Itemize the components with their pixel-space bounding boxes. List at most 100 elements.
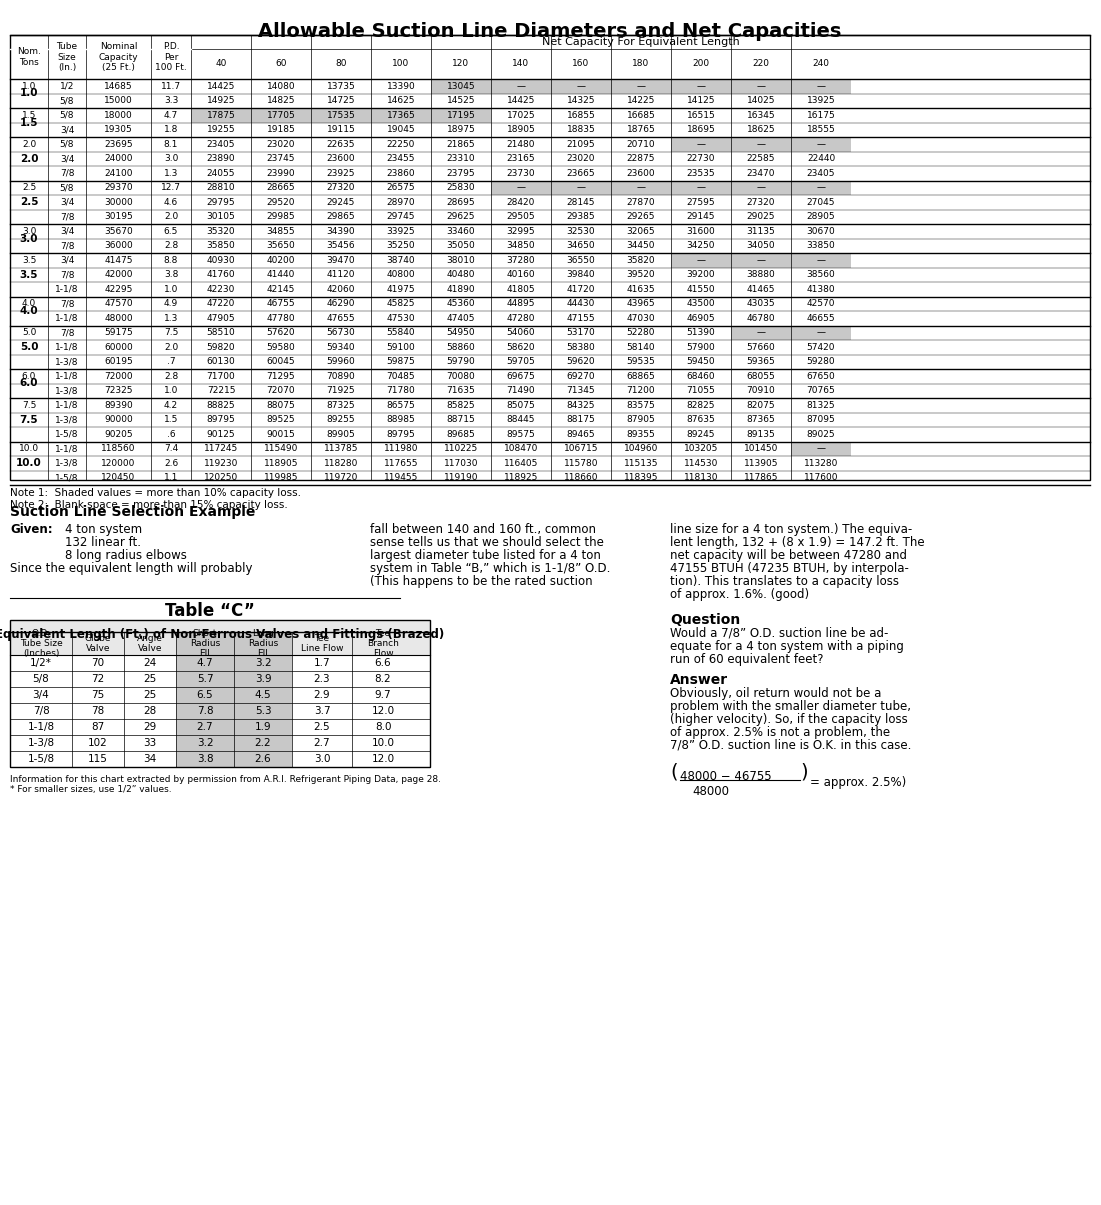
Text: Information for this chart extracted by permission from A.R.I. Refrigerant Pipin: Information for this chart extracted by … bbox=[10, 775, 442, 784]
Text: 59790: 59790 bbox=[447, 357, 476, 366]
Text: 1-3/8: 1-3/8 bbox=[55, 357, 79, 366]
Text: 38880: 38880 bbox=[746, 270, 775, 280]
Text: 17025: 17025 bbox=[506, 111, 535, 119]
Text: 14425: 14425 bbox=[207, 82, 236, 90]
Text: 3.5: 3.5 bbox=[20, 270, 39, 280]
Text: 36000: 36000 bbox=[105, 241, 133, 251]
Text: 11.7: 11.7 bbox=[161, 82, 181, 90]
Text: 41635: 41635 bbox=[626, 284, 655, 294]
Text: 5/8: 5/8 bbox=[59, 96, 74, 105]
Text: 22250: 22250 bbox=[386, 140, 415, 148]
Text: 17365: 17365 bbox=[386, 111, 415, 119]
Text: 57620: 57620 bbox=[266, 328, 295, 337]
Text: 12.7: 12.7 bbox=[161, 183, 181, 193]
Text: (higher velocity). So, if the capacity loss: (higher velocity). So, if the capacity l… bbox=[671, 713, 907, 725]
Text: 29505: 29505 bbox=[506, 212, 535, 222]
Text: 7/8: 7/8 bbox=[59, 169, 74, 178]
Text: 6.5: 6.5 bbox=[164, 227, 178, 236]
Text: 47655: 47655 bbox=[327, 313, 356, 323]
Text: 1/2: 1/2 bbox=[59, 82, 74, 90]
Text: Since the equivalent length will probably: Since the equivalent length will probabl… bbox=[10, 562, 252, 575]
Text: 59280: 59280 bbox=[807, 357, 836, 366]
Text: 6.0: 6.0 bbox=[20, 378, 39, 388]
Text: 41805: 41805 bbox=[506, 284, 535, 294]
Text: 30670: 30670 bbox=[807, 227, 836, 236]
Text: Table “C”: Table “C” bbox=[165, 602, 255, 621]
Text: 2.8: 2.8 bbox=[164, 241, 178, 251]
Text: 25830: 25830 bbox=[447, 183, 476, 193]
Text: 72000: 72000 bbox=[105, 372, 133, 381]
Text: 4.7: 4.7 bbox=[197, 658, 214, 668]
Text: 68055: 68055 bbox=[746, 372, 775, 381]
Text: 23405: 23405 bbox=[207, 140, 236, 148]
Text: 14125: 14125 bbox=[687, 96, 716, 105]
Text: 32530: 32530 bbox=[567, 227, 596, 236]
Text: 48000 − 46755: 48000 − 46755 bbox=[680, 770, 772, 783]
Text: 10.0: 10.0 bbox=[19, 445, 39, 453]
Text: 2.5: 2.5 bbox=[20, 198, 39, 207]
Text: 23730: 23730 bbox=[506, 169, 535, 178]
Text: 28810: 28810 bbox=[207, 183, 236, 193]
Text: 14025: 14025 bbox=[746, 96, 775, 105]
Text: —: — bbox=[817, 445, 826, 453]
Text: 90205: 90205 bbox=[105, 430, 133, 439]
Text: 89355: 89355 bbox=[626, 430, 655, 439]
Text: Obviously, oil return would not be a: Obviously, oil return would not be a bbox=[671, 687, 882, 700]
Text: 32995: 32995 bbox=[506, 227, 535, 236]
Text: 1.0: 1.0 bbox=[164, 387, 178, 395]
Text: 59620: 59620 bbox=[567, 357, 596, 366]
Text: 103205: 103205 bbox=[684, 445, 718, 453]
Text: 90015: 90015 bbox=[266, 430, 295, 439]
Text: 72215: 72215 bbox=[207, 387, 236, 395]
Text: 3/4: 3/4 bbox=[59, 125, 74, 134]
Text: 1-3/8: 1-3/8 bbox=[55, 387, 79, 395]
Text: 22875: 22875 bbox=[626, 154, 655, 163]
Bar bbox=[731, 181, 791, 195]
Text: 88075: 88075 bbox=[266, 401, 295, 410]
Bar bbox=[10, 621, 430, 768]
Text: 120: 120 bbox=[453, 59, 469, 69]
Text: 47780: 47780 bbox=[266, 313, 295, 323]
Text: 118560: 118560 bbox=[101, 445, 135, 453]
Text: Net Capacity For Equivalent Length: Net Capacity For Equivalent Length bbox=[542, 37, 740, 47]
Text: 84325: 84325 bbox=[567, 401, 596, 410]
Bar bbox=[176, 656, 235, 671]
Text: 85075: 85075 bbox=[506, 401, 535, 410]
Text: 12.0: 12.0 bbox=[371, 754, 394, 764]
Text: 5/8: 5/8 bbox=[59, 183, 74, 193]
Text: 89685: 89685 bbox=[447, 430, 476, 439]
Text: 26575: 26575 bbox=[386, 183, 415, 193]
Bar bbox=[235, 687, 292, 703]
Text: tion). This translates to a capacity loss: tion). This translates to a capacity los… bbox=[671, 575, 900, 588]
Text: 44430: 44430 bbox=[567, 299, 596, 308]
Text: 3.0: 3.0 bbox=[22, 227, 36, 236]
Text: 71780: 71780 bbox=[386, 387, 415, 395]
Text: —: — bbox=[697, 82, 706, 90]
Text: —: — bbox=[636, 82, 645, 90]
Bar bbox=[791, 137, 851, 152]
Text: 87635: 87635 bbox=[687, 416, 716, 424]
Text: 19045: 19045 bbox=[386, 125, 415, 134]
Text: 3.2: 3.2 bbox=[254, 658, 271, 668]
Text: 115490: 115490 bbox=[264, 445, 298, 453]
Text: 21865: 21865 bbox=[447, 140, 476, 148]
Text: 23745: 23745 bbox=[266, 154, 295, 163]
Text: of approx. 1.6%. (good): of approx. 1.6%. (good) bbox=[671, 588, 809, 601]
Bar bbox=[671, 181, 731, 195]
Text: 78: 78 bbox=[91, 706, 105, 716]
Text: line size for a 4 ton system.) The equiva-: line size for a 4 ton system.) The equiv… bbox=[671, 523, 913, 536]
Text: 23020: 23020 bbox=[567, 154, 596, 163]
Text: 120250: 120250 bbox=[204, 474, 238, 482]
Bar bbox=[251, 108, 310, 123]
Text: (: ( bbox=[671, 763, 677, 782]
Text: 119455: 119455 bbox=[384, 474, 418, 482]
Text: 31135: 31135 bbox=[746, 227, 775, 236]
Text: 7/8: 7/8 bbox=[33, 706, 50, 716]
Text: 48000: 48000 bbox=[105, 313, 133, 323]
Text: 89795: 89795 bbox=[207, 416, 236, 424]
Text: 40160: 40160 bbox=[506, 270, 535, 280]
Text: = approx. 2.5%): = approx. 2.5%) bbox=[810, 776, 906, 789]
Text: 115780: 115780 bbox=[564, 459, 598, 468]
Text: 59820: 59820 bbox=[207, 342, 236, 352]
Text: 33: 33 bbox=[143, 737, 156, 748]
